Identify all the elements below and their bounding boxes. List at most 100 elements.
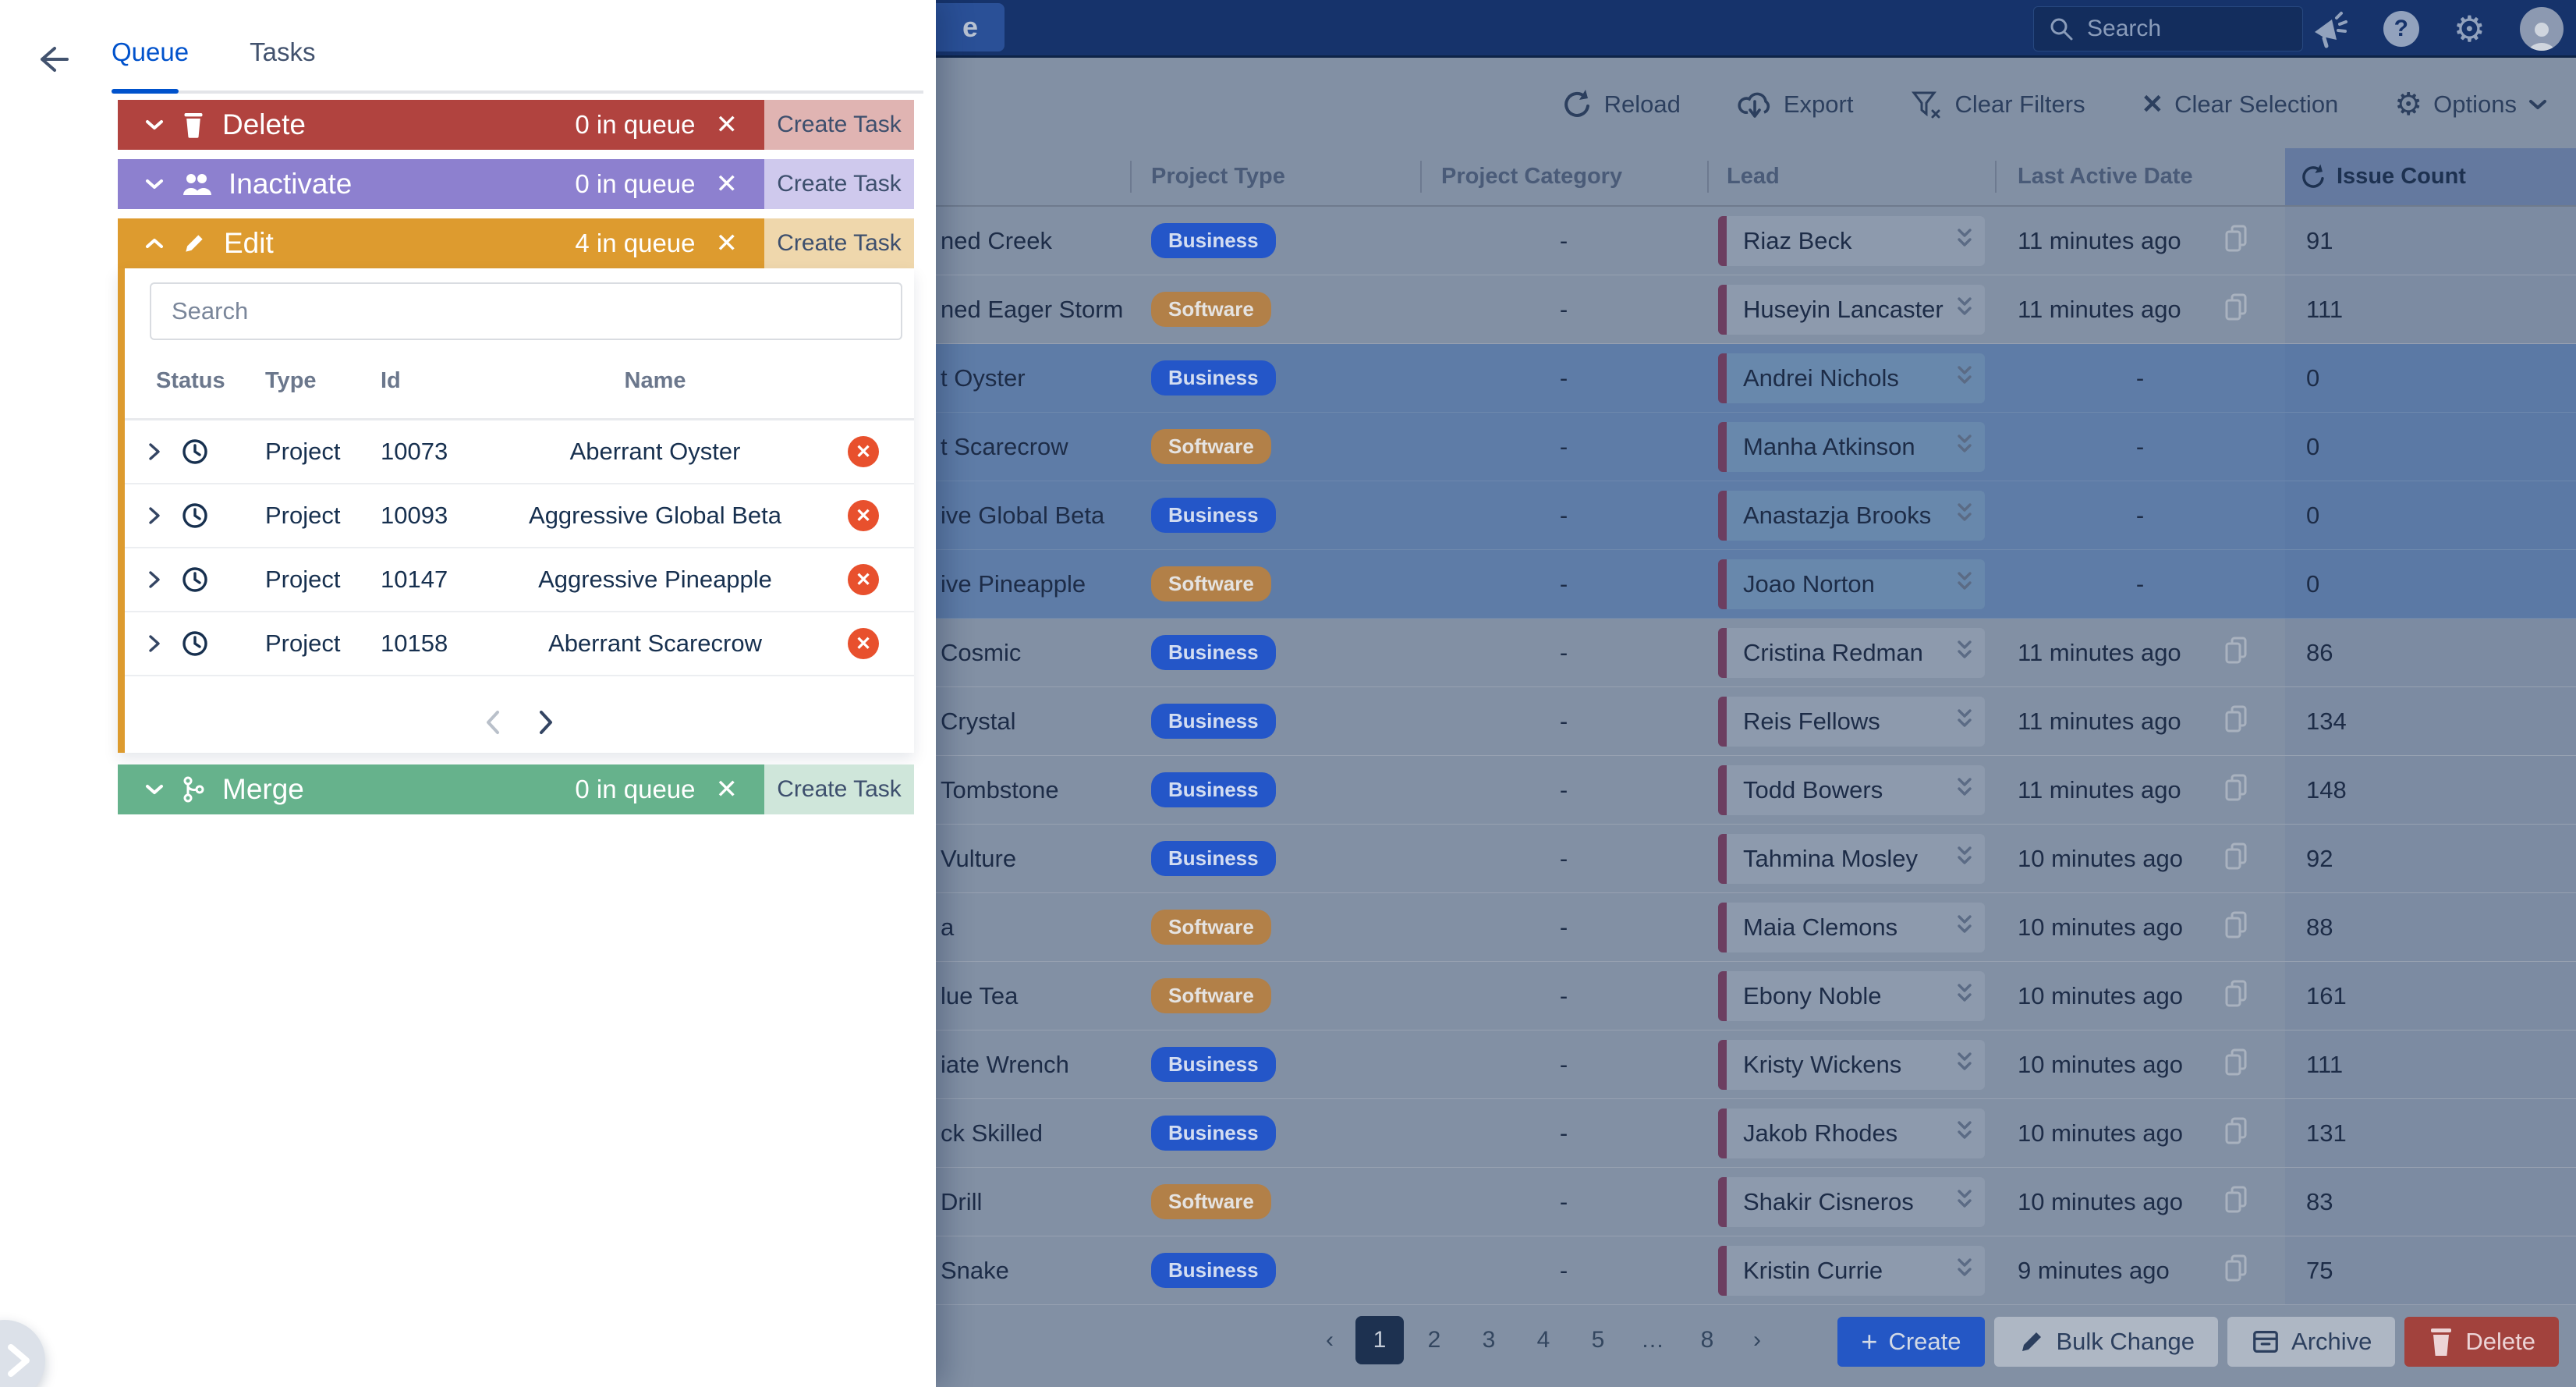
table-row[interactable]: Tombstone Business - Todd Bowers 11 minutes …: [936, 756, 2576, 825]
table-row[interactable]: a Software - Maia Clemons 10 minutes ago 88: [936, 893, 2576, 962]
expand-drawer-button[interactable]: [0, 1320, 45, 1387]
archive-button[interactable]: Archive: [2227, 1317, 2396, 1367]
delete-button[interactable]: Delete: [2404, 1317, 2559, 1367]
remove-from-queue-button[interactable]: ✕: [848, 628, 879, 659]
table-row[interactable]: t Oyster Business - Andrei Nichols - 0: [936, 344, 2576, 413]
pagination-page-5[interactable]: 5: [1591, 1327, 1605, 1353]
create-task-button[interactable]: Create Task: [764, 764, 914, 814]
close-icon[interactable]: ✕: [715, 110, 739, 140]
chevron-right-icon[interactable]: [148, 634, 161, 653]
clear-filters-button[interactable]: Clear Filters: [1909, 87, 2085, 122]
lead-select[interactable]: Huseyin Lancaster: [1718, 284, 1985, 335]
copy-icon[interactable]: [2223, 910, 2249, 945]
lead-select[interactable]: Manha Atkinson: [1718, 421, 1985, 472]
tab-queue[interactable]: Queue: [112, 37, 190, 66]
lead-select[interactable]: Todd Bowers: [1718, 764, 1985, 815]
lead-select[interactable]: Maia Clemons: [1718, 902, 1985, 952]
lead-select[interactable]: Andrei Nichols: [1718, 353, 1985, 403]
chevron-right-icon[interactable]: [148, 570, 161, 589]
settings-gear-icon[interactable]: ⚙: [2453, 9, 2486, 49]
column-header-project-category[interactable]: Project Category: [1420, 148, 1707, 205]
chevron-right-icon[interactable]: [537, 709, 555, 736]
copy-icon[interactable]: [2223, 1253, 2249, 1289]
lead-select[interactable]: Cristina Redman: [1718, 627, 1985, 678]
table-row[interactable]: ned Eager Storm Software - Huseyin Lancaste…: [936, 275, 2576, 344]
column-header-project-type[interactable]: Project Type: [1130, 148, 1420, 205]
user-avatar[interactable]: [2520, 7, 2564, 51]
create-task-button[interactable]: Create Task: [764, 218, 914, 268]
queue-row[interactable]: Project 10093 Aggressive Global Beta ✕: [125, 484, 914, 548]
table-row[interactable]: ive Global Beta Business - Anastazja Brooks…: [936, 481, 2576, 550]
remove-from-queue-button[interactable]: ✕: [848, 500, 879, 531]
copy-icon[interactable]: [2223, 1047, 2249, 1083]
copy-icon[interactable]: [2223, 772, 2249, 808]
pagination-page-2[interactable]: 2: [1427, 1327, 1441, 1353]
copy-icon[interactable]: [2223, 1184, 2249, 1220]
table-row[interactable]: iate Wrench Business - Kristy Wickens 10 min…: [936, 1030, 2576, 1099]
options-button[interactable]: ⚙ Options: [2394, 89, 2548, 120]
column-header-issue-count[interactable]: Issue Count: [2285, 148, 2576, 205]
lead-select[interactable]: Anastazja Brooks: [1718, 490, 1985, 541]
chevron-left-icon[interactable]: [484, 709, 501, 736]
lead-select[interactable]: Jakob Rhodes: [1718, 1108, 1985, 1158]
copy-icon[interactable]: [2223, 1116, 2249, 1151]
table-row[interactable]: ive Pineapple Software - Joao Norton - 0: [936, 550, 2576, 619]
queue-bar-inactivate-toggle[interactable]: Inactivate 0 in queue ✕: [118, 159, 764, 209]
back-button[interactable]: [33, 41, 70, 82]
close-icon[interactable]: ✕: [715, 169, 739, 199]
queue-bar-edit-toggle[interactable]: Edit 4 in queue ✕: [118, 218, 764, 268]
lead-select[interactable]: Reis Fellows: [1718, 696, 1985, 747]
lead-select[interactable]: Tahmina Mosley: [1718, 833, 1985, 884]
lead-select[interactable]: Shakir Cisneros: [1718, 1176, 1985, 1227]
queue-row[interactable]: Project 10158 Aberrant Scarecrow ✕: [125, 612, 914, 676]
export-button[interactable]: Export: [1737, 87, 1853, 122]
copy-icon[interactable]: [2223, 704, 2249, 740]
pagination-next[interactable]: ›: [1753, 1327, 1761, 1353]
copy-icon[interactable]: [2223, 841, 2249, 877]
pagination-page-1[interactable]: 1: [1355, 1316, 1404, 1364]
copy-icon[interactable]: [2223, 223, 2249, 259]
pagination-page-8[interactable]: 8: [1700, 1327, 1714, 1353]
table-row[interactable]: t Scarecrow Software - Manha Atkinson - 0: [936, 413, 2576, 481]
help-icon[interactable]: ?: [2383, 11, 2419, 47]
lead-select[interactable]: Joao Norton: [1718, 559, 1985, 609]
table-row[interactable]: ned Creek Business - Riaz Beck 11 minutes ag…: [936, 207, 2576, 275]
table-row[interactable]: ck Skilled Business - Jakob Rhodes 10 minute…: [936, 1099, 2576, 1168]
queue-row[interactable]: Project 10073 Aberrant Oyster ✕: [125, 420, 914, 484]
tab-tasks[interactable]: Tasks: [250, 37, 316, 66]
remove-from-queue-button[interactable]: ✕: [848, 564, 879, 595]
column-header-lead[interactable]: Lead: [1707, 148, 1995, 205]
table-row[interactable]: Snake Business - Kristin Currie 9 minutes ag…: [936, 1236, 2576, 1305]
close-icon[interactable]: ✕: [715, 775, 739, 804]
create-button[interactable]: + Create: [1837, 1317, 1985, 1367]
table-row[interactable]: Vulture Business - Tahmina Mosley 10 minutes…: [936, 825, 2576, 893]
queue-search-input[interactable]: Search: [150, 282, 902, 340]
column-header-last-active-date[interactable]: Last Active Date: [1995, 148, 2285, 205]
table-row[interactable]: lue Tea Software - Ebony Noble 10 minutes ag…: [936, 962, 2576, 1030]
close-icon[interactable]: ✕: [715, 229, 739, 258]
queue-row[interactable]: Project 10147 Aggressive Pineapple ✕: [125, 548, 914, 612]
table-row[interactable]: Crystal Business - Reis Fellows 11 minutes a…: [936, 687, 2576, 756]
lead-select[interactable]: Kristin Currie: [1718, 1245, 1985, 1296]
pagination-page-4[interactable]: 4: [1536, 1327, 1550, 1353]
create-task-button[interactable]: Create Task: [764, 100, 914, 150]
remove-from-queue-button[interactable]: ✕: [848, 436, 879, 467]
clear-selection-button[interactable]: ✕ Clear Selection: [2142, 89, 2339, 120]
bulk-change-button[interactable]: Bulk Change: [1993, 1317, 2219, 1367]
pagination-page-3[interactable]: 3: [1482, 1327, 1496, 1353]
queue-bar-merge-toggle[interactable]: Merge 0 in queue ✕: [118, 764, 764, 814]
create-button-partial[interactable]: e: [936, 3, 1005, 51]
reload-button[interactable]: Reload: [1559, 87, 1681, 122]
pagination-prev[interactable]: ‹: [1326, 1327, 1334, 1353]
table-row[interactable]: Drill Software - Shakir Cisneros 10 minutes …: [936, 1168, 2576, 1236]
table-row[interactable]: Cosmic Business - Cristina Redman 11 minutes…: [936, 619, 2576, 687]
chevron-right-icon[interactable]: [148, 506, 161, 525]
chevron-right-icon[interactable]: [148, 442, 161, 461]
copy-icon[interactable]: [2223, 292, 2249, 328]
create-task-button[interactable]: Create Task: [764, 159, 914, 209]
copy-icon[interactable]: [2223, 635, 2249, 671]
global-search-input[interactable]: Search: [2033, 6, 2303, 51]
announcement-icon[interactable]: [2308, 9, 2349, 49]
lead-select[interactable]: Riaz Beck: [1718, 215, 1985, 266]
copy-icon[interactable]: [2223, 978, 2249, 1014]
